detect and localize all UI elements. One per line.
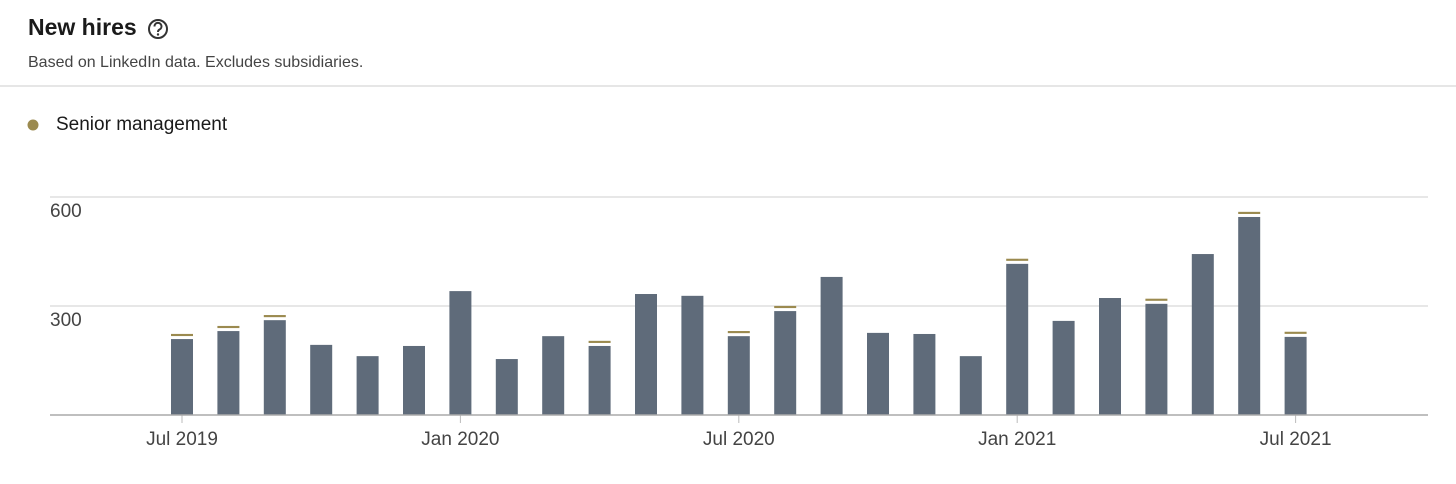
- bar: [959, 356, 982, 415]
- bar: [774, 311, 797, 415]
- bar-segment: [1238, 211, 1261, 214]
- bar-segment: [588, 340, 611, 343]
- bar: [867, 332, 889, 415]
- bar-segment: [1006, 258, 1029, 261]
- x-tick-label: Jul 2019: [146, 429, 218, 450]
- bar: [542, 336, 565, 415]
- legend-label: Senior management: [56, 114, 228, 135]
- bar: [171, 339, 193, 415]
- bar: [1145, 303, 1168, 415]
- chart-subtitle: Based on LinkedIn data. Excludes subsidi…: [28, 54, 363, 71]
- bar: [635, 294, 657, 415]
- bar: [263, 320, 286, 415]
- bar: [681, 295, 704, 415]
- bar: [913, 333, 936, 415]
- bar: [356, 356, 379, 415]
- bar: [217, 331, 240, 415]
- bar: [403, 345, 425, 415]
- bar: [727, 336, 750, 415]
- x-tick-label: Jan 2020: [421, 429, 499, 450]
- bar-segment: [1145, 298, 1168, 301]
- bar: [1052, 320, 1075, 415]
- chart-title: New hires: [28, 14, 137, 40]
- bar: [1006, 263, 1029, 415]
- help-dot[interactable]: [156, 33, 160, 36]
- bar-segment: [1284, 331, 1307, 334]
- help-icon[interactable]: [148, 19, 168, 39]
- bar: [588, 345, 611, 415]
- bar-segment: [217, 325, 240, 329]
- help-circle[interactable]: [148, 19, 168, 39]
- bar: [1238, 216, 1261, 415]
- bar: [1284, 336, 1307, 415]
- bar: [449, 291, 472, 415]
- bar: [310, 344, 333, 415]
- y-tick-label: 600: [50, 201, 82, 222]
- bar: [820, 276, 843, 415]
- x-tick-label: Jan 2021: [978, 429, 1056, 450]
- help-glyph[interactable]: [153, 21, 163, 33]
- bar-segment: [171, 333, 193, 337]
- x-tick-label: Jul 2021: [1260, 429, 1332, 450]
- bar-segment: [727, 331, 750, 334]
- x-tick-label: Jul 2020: [703, 429, 775, 450]
- bar: [495, 359, 518, 415]
- bar-segment: [263, 315, 286, 318]
- bar: [1191, 254, 1214, 415]
- bar-segment: [774, 305, 797, 309]
- bar: [1099, 298, 1121, 415]
- y-tick-label: 300: [50, 310, 82, 331]
- legend-swatch: [27, 119, 39, 131]
